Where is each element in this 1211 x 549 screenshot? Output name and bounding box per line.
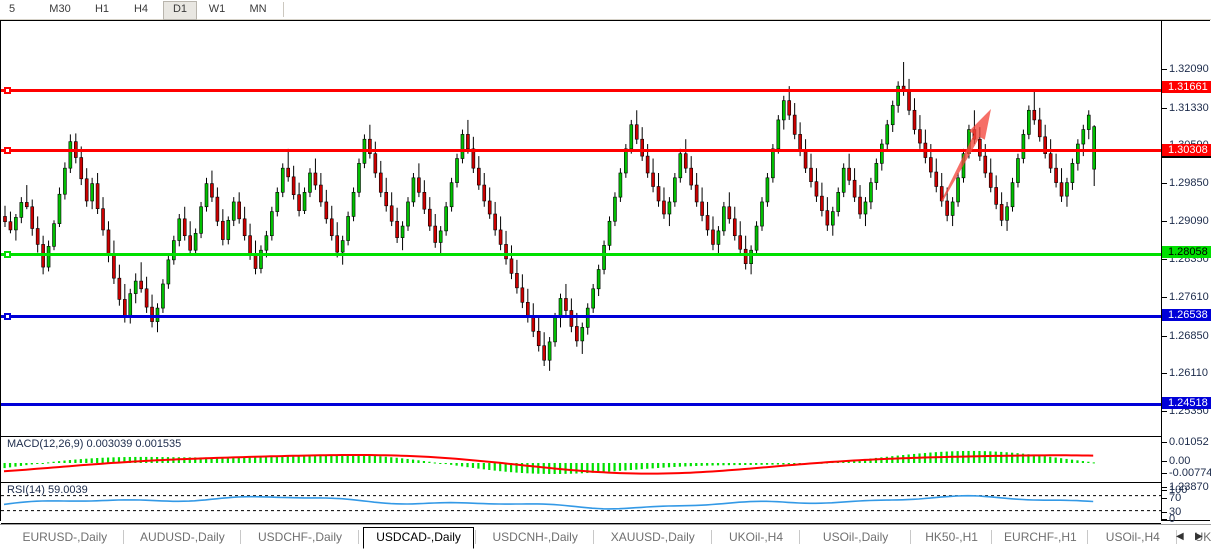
macd-pane[interactable]: MACD(12,26,9) 0.003039 0.001535 <box>1 436 1161 482</box>
indicator-scale-label: 100 <box>1169 484 1188 496</box>
chart-tab-hk50h1[interactable]: HK50-,H1 <box>925 530 978 544</box>
scale-tick <box>1162 512 1167 513</box>
indicator-scale-label: 0 <box>1169 513 1176 525</box>
level-line-resistance-main[interactable] <box>1 149 1161 152</box>
chart-tab-usdchfdaily[interactable]: USDCHF-,Daily <box>257 530 342 544</box>
chart-tab-usdcaddaily[interactable]: USDCAD-,Daily <box>362 527 475 549</box>
scale-tick <box>1162 221 1167 222</box>
tab-separator <box>799 530 801 544</box>
timeframe-button-h4[interactable]: H4 <box>133 3 149 15</box>
macd-series <box>3 450 1095 475</box>
price-badge: 1.28058 <box>1162 246 1211 258</box>
scale-tick <box>1162 183 1167 184</box>
rsi-pane[interactable]: RSI(14) 59.0039 <box>1 482 1161 524</box>
scale-tick <box>1162 411 1167 412</box>
tab-separator <box>593 530 594 544</box>
scale-tick <box>1162 498 1167 499</box>
tab-nav-prev-button[interactable]: ◀ <box>1176 531 1184 542</box>
scale-label: 1.25350 <box>1169 405 1209 417</box>
chart-tab-audusddaily[interactable]: AUDUSD-,Daily <box>140 530 225 544</box>
scale-tick <box>1162 69 1167 70</box>
scale-tick <box>1162 108 1167 109</box>
scale-label: 1.29090 <box>1169 215 1209 227</box>
scale-tick <box>1162 336 1167 337</box>
tab-separator <box>357 530 359 544</box>
price-badge: 1.24518 <box>1162 397 1211 409</box>
price-badge: 1.30308 <box>1162 144 1211 158</box>
indicator-scale-label: 0.00 <box>1169 455 1191 467</box>
tab-separator <box>122 530 124 544</box>
arrow-up-icon[interactable] <box>1 21 1161 435</box>
chart-tab-eurusddaily[interactable]: EURUSD-,Daily <box>22 530 108 544</box>
chart-tab-bar: EURUSD-,Daily AUDUSD-,Daily USDCHF-,Daily U… <box>0 524 1211 549</box>
scale-label: 1.27610 <box>1169 291 1209 303</box>
indicator-scale-label: 30 <box>1169 506 1182 518</box>
scale-label: 1.26110 <box>1169 367 1208 379</box>
scale-tick <box>1162 473 1167 474</box>
timeframe-toolbar: 5 M30 H1 H4 D1 W1 MN <box>0 0 1211 20</box>
scale-tick <box>1162 461 1167 462</box>
timeframe-button-m30[interactable]: M30 <box>49 3 71 15</box>
level-anchor-resistance-main[interactable] <box>4 147 11 154</box>
scale-label: 1.28350 <box>1169 253 1209 265</box>
level-line-support-blue-2[interactable] <box>1 403 1161 406</box>
tab-separator <box>909 530 911 544</box>
scale-tick <box>1162 490 1167 491</box>
level-line-support-green[interactable] <box>1 253 1161 256</box>
indicator-scale-label: -0.007744 <box>1169 467 1211 479</box>
scale-label: 1.31330 <box>1169 102 1209 114</box>
chart-tab-ukoilh4[interactable]: UKOil-,H4 <box>728 530 783 544</box>
level-anchor-support-green[interactable] <box>4 251 11 258</box>
timeframe-button-mn[interactable]: MN <box>249 3 267 15</box>
candlestick-series <box>3 62 1097 371</box>
level-anchor-resistance-upper[interactable] <box>4 87 11 94</box>
rsi-label: RSI(14) 59.0039 <box>7 484 88 496</box>
tab-separator <box>475 530 477 544</box>
scale-label: 1.23870 <box>1169 481 1209 493</box>
chart-tab-usdcnhdaily[interactable]: USDCNH-,Daily <box>492 530 578 544</box>
tab-separator <box>240 530 242 544</box>
scale-tick <box>1162 297 1167 298</box>
tab-separator <box>1087 530 1089 544</box>
scale-tick <box>1162 442 1167 443</box>
level-anchor-support-blue-1[interactable] <box>4 313 11 320</box>
timeframe-button-h1[interactable]: H1 <box>94 3 110 15</box>
chart-frame: USDCAD-,Daily1.29381 1.30289 1.29032 1.3… <box>0 20 1211 541</box>
tab-separator <box>1176 530 1178 544</box>
price-pane[interactable] <box>1 21 1161 435</box>
timeframe-button-5[interactable]: 5 <box>8 3 16 15</box>
chart-tab-eurchfh1[interactable]: EURCHF-,H1 <box>1004 530 1077 544</box>
indicator-scale-label: 70 <box>1169 492 1182 504</box>
level-line-resistance-upper[interactable] <box>1 89 1161 92</box>
scale-label: 1.29850 <box>1169 177 1209 189</box>
price-badge: 1.26538 <box>1162 309 1211 321</box>
rsi-series <box>1 494 1161 512</box>
tab-nav-next-button[interactable]: ▶ <box>1195 531 1203 542</box>
scale-tick <box>1162 487 1167 488</box>
chart-tab-ukoilh4[interactable]: UKOil-,H4 <box>1194 530 1211 544</box>
chart-tab-xauusddaily[interactable]: XAUUSD-,Daily <box>610 530 695 544</box>
tab-separator <box>991 530 993 544</box>
scale-label: 1.32090 <box>1169 63 1209 75</box>
scale-label: 1.26850 <box>1169 330 1209 342</box>
price-badge: 1.31661 <box>1162 81 1211 93</box>
tab-separator <box>710 530 712 544</box>
level-line-support-blue-1[interactable] <box>1 315 1161 318</box>
toolbar-divider <box>283 2 284 17</box>
scale-tick <box>1162 259 1167 260</box>
macd-label: MACD(12,26,9) 0.003039 0.001535 <box>7 438 182 450</box>
chart-tab-usoilh4[interactable]: USOil-,H4 <box>1105 530 1160 544</box>
scale-tick <box>1162 373 1167 374</box>
timeframe-button-d1[interactable]: D1 <box>163 1 197 20</box>
price-scale[interactable]: 1.320901.313301.305901.298501.290901.283… <box>1161 21 1211 525</box>
timeframe-button-w1[interactable]: W1 <box>208 3 226 15</box>
indicator-scale-label: 0.01052 <box>1169 436 1209 448</box>
chart-tab-usoildaily[interactable]: USOil-,Daily <box>822 530 889 544</box>
scale-tick <box>1162 519 1167 520</box>
